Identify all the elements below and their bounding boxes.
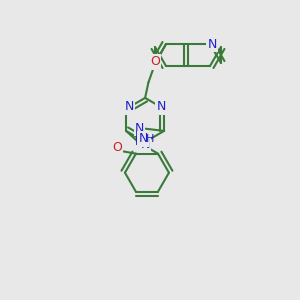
Text: N: N bbox=[124, 100, 134, 113]
Text: O: O bbox=[150, 55, 160, 68]
Text: H: H bbox=[146, 134, 154, 144]
Text: N: N bbox=[139, 132, 148, 146]
Text: N: N bbox=[207, 38, 217, 50]
Text: N: N bbox=[157, 100, 166, 113]
Text: N: N bbox=[135, 122, 144, 135]
Text: O: O bbox=[112, 141, 122, 154]
Text: N: N bbox=[140, 138, 150, 152]
Text: H: H bbox=[135, 137, 144, 147]
Text: H: H bbox=[135, 131, 144, 141]
